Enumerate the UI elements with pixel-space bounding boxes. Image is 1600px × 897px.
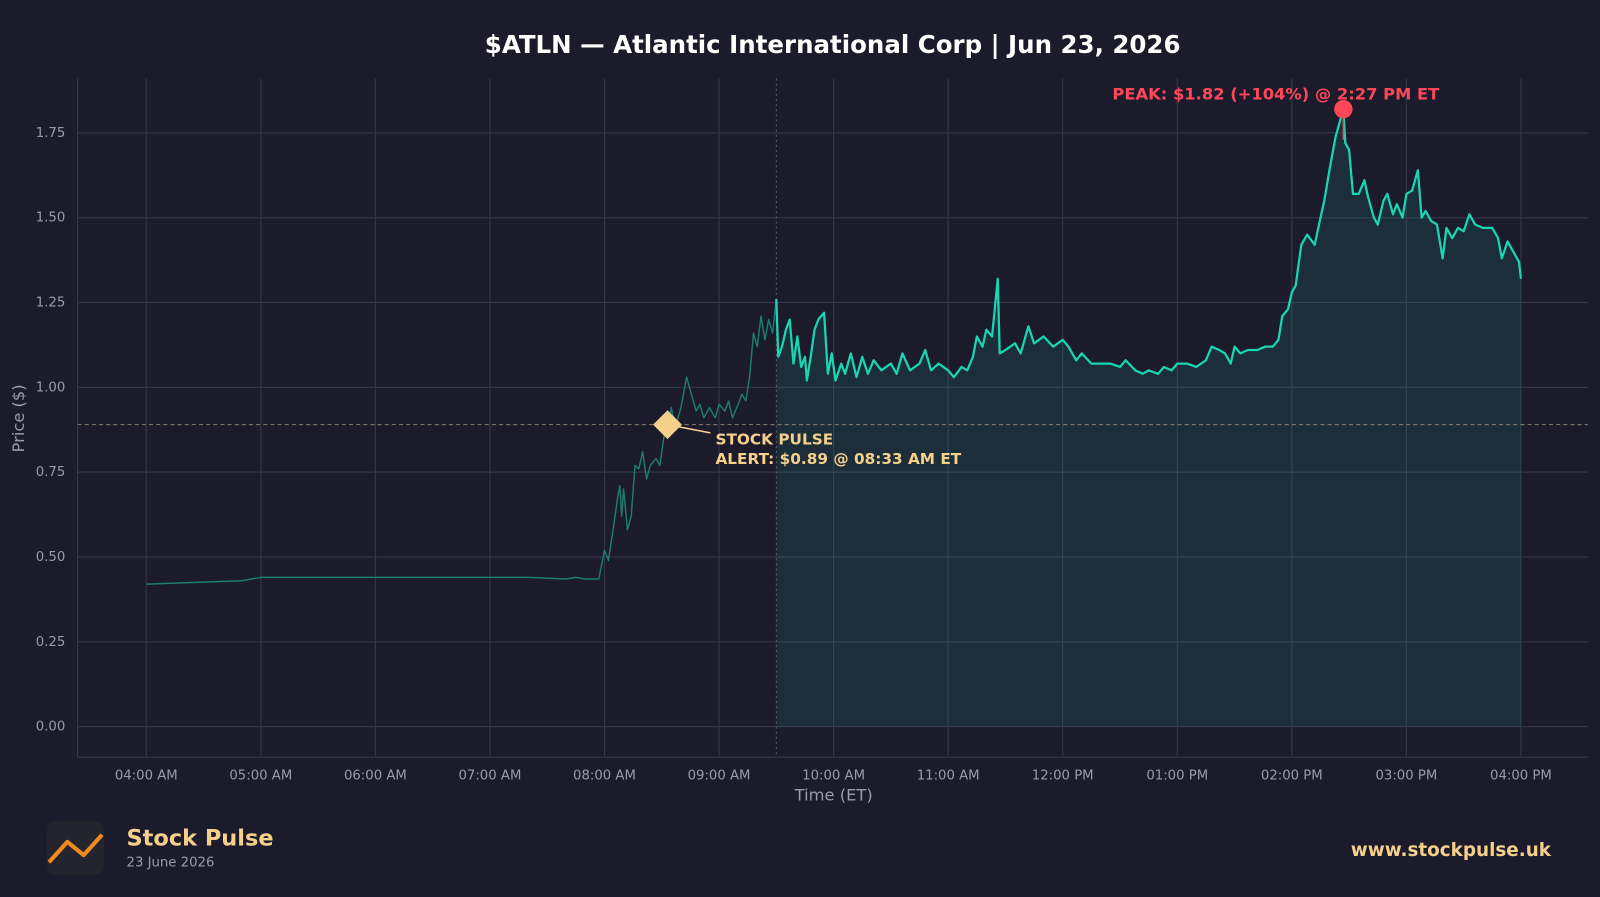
y-axis-label: Price ($) — [9, 384, 28, 452]
chart-title: $ATLN — Atlantic International Corp | Ju… — [485, 30, 1181, 59]
alert-label: ALERT: $0.89 @ 08:33 AM ET — [715, 450, 961, 468]
x-tick-label: 04:00 AM — [115, 769, 178, 784]
website-url: www.stockpulse.uk — [1351, 840, 1552, 861]
brand-date: 23 June 2026 — [127, 855, 215, 870]
y-tick-label: 1.50 — [36, 211, 66, 226]
plot-area: 0.00 0.25 0.50 0.75 1.00 1.25 1.50 1.75 04:00 AM… — [36, 78, 1588, 784]
price-line — [775, 107, 1523, 382]
brand-name: Stock Pulse — [127, 825, 274, 851]
x-tick-label: 01:00 PM — [1146, 769, 1208, 784]
alert-marker — [653, 410, 682, 440]
y-tick-label: 0.50 — [36, 550, 66, 565]
x-tick-label: 02:00 PM — [1261, 769, 1323, 784]
x-tick-label: 05:00 AM — [229, 769, 292, 784]
peak-label: PEAK: $1.82 (+104%) @ 2:27 PM ET — [1112, 84, 1440, 103]
alert-label: STOCK PULSE — [715, 430, 833, 448]
x-tick-label: 09:00 AM — [688, 769, 751, 784]
x-tick-label: 07:00 AM — [458, 769, 521, 784]
logo — [46, 821, 105, 875]
x-tick-label: 08:00 AM — [573, 769, 636, 784]
x-tick-label: 03:00 PM — [1375, 769, 1437, 784]
area — [776, 109, 1521, 727]
x-tick-label: 04:00 PM — [1490, 769, 1552, 784]
x-tick-label: 12:00 PM — [1032, 769, 1094, 784]
y-tick-label: 1.75 — [36, 126, 66, 141]
y-tick-label: 0.00 — [36, 720, 66, 735]
peak-marker — [1334, 99, 1353, 119]
y-tick-label: 0.75 — [36, 465, 66, 480]
y-tick-label: 1.00 — [36, 380, 66, 395]
x-axis-label: Time (ET) — [794, 785, 873, 804]
y-tick-label: 0.25 — [36, 635, 66, 650]
x-tick-label: 11:00 AM — [917, 769, 980, 784]
x-tick-label: 10:00 AM — [802, 769, 865, 784]
y-tick-label: 1.25 — [36, 296, 66, 311]
x-tick-label: 06:00 AM — [344, 769, 407, 784]
